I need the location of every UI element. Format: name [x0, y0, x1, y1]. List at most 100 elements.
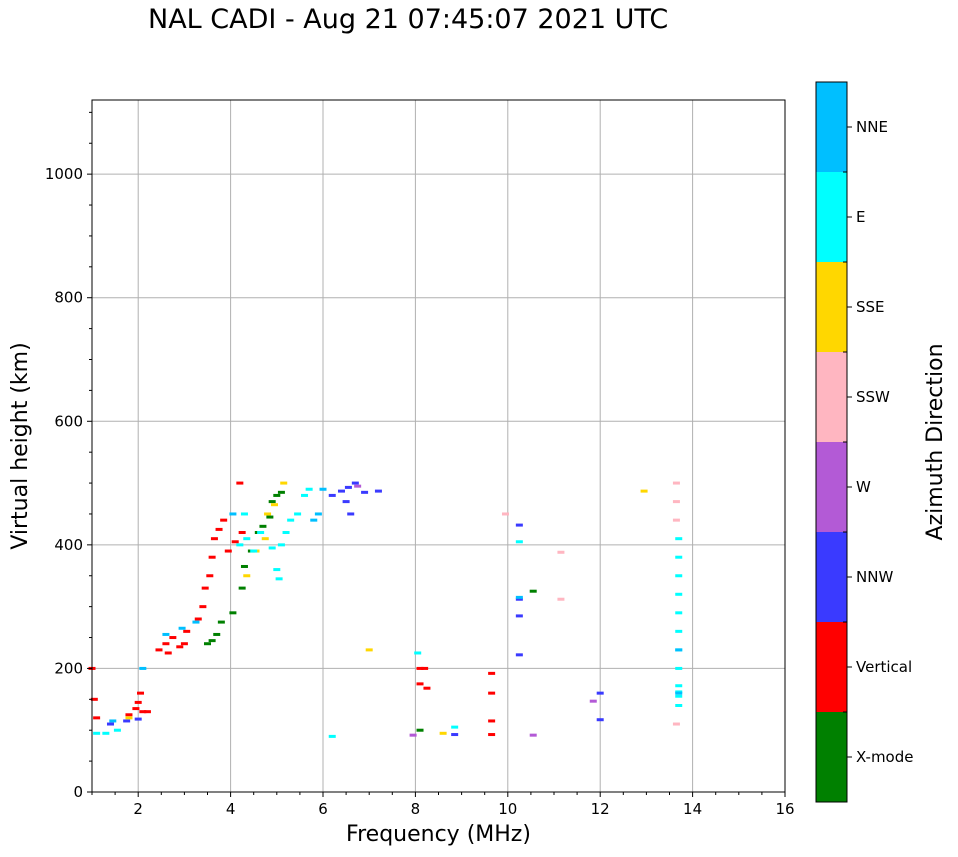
colorbar-label-x-mode: X-mode — [856, 748, 913, 766]
x-tick-label: 4 — [226, 800, 236, 818]
point-e — [515, 540, 523, 544]
point-vertical — [162, 642, 170, 646]
point-e — [675, 666, 683, 670]
point-vertical — [488, 671, 496, 675]
point-nnw — [515, 653, 523, 657]
point-vertical — [132, 707, 140, 711]
point-vertical — [164, 651, 172, 655]
point-sse — [125, 716, 133, 720]
point-vertical — [416, 666, 424, 670]
point-e — [675, 574, 683, 578]
colorbar-label-vertical: Vertical — [856, 658, 912, 676]
point-e — [257, 531, 265, 534]
point-x-mode — [416, 728, 424, 732]
point-nnw — [515, 523, 523, 527]
point-sse — [261, 537, 269, 541]
point-nnw — [123, 719, 131, 723]
y-tick-label: 800 — [54, 289, 83, 307]
point-vertical — [93, 716, 101, 720]
y-axis-ticks: 0 200 400 600 800 1000 — [45, 111, 92, 801]
point-ssw — [672, 518, 680, 522]
point-nne — [675, 691, 683, 695]
x-tick-label: 14 — [683, 800, 702, 818]
point-vertical — [201, 586, 209, 590]
point-vertical — [416, 682, 424, 686]
point-nnw — [596, 691, 604, 695]
point-e — [275, 577, 283, 581]
point-nnw — [351, 481, 359, 485]
x-axis-ticks: 2 4 6 8 10 12 14 16 — [91, 792, 795, 818]
x-axis-label: Frequency (MHz) — [346, 822, 531, 847]
point-nnw — [134, 717, 142, 721]
point-x-mode — [266, 515, 274, 519]
point-e — [414, 651, 422, 655]
point-nne — [310, 518, 318, 522]
colorbar-frame — [815, 81, 848, 803]
point-e — [250, 549, 258, 553]
point-sse — [640, 489, 648, 493]
point-ssw — [557, 550, 565, 554]
point-vertical — [183, 629, 191, 633]
point-vertical — [488, 733, 496, 737]
point-ssw — [557, 597, 565, 601]
point-x-mode — [208, 639, 216, 643]
colorbar-label-e: E — [856, 208, 865, 226]
x-tick-label: 6 — [318, 800, 328, 818]
point-e — [675, 629, 683, 633]
point-x-mode — [213, 632, 221, 636]
point-vertical — [125, 713, 133, 717]
point-vertical — [488, 719, 496, 723]
point-vertical — [231, 540, 239, 544]
colorbar-label-ssw: SSW — [856, 388, 890, 406]
point-vertical — [421, 666, 429, 670]
point-e — [675, 611, 683, 615]
point-vertical — [236, 481, 244, 485]
point-x-mode — [229, 611, 237, 615]
point-vertical — [488, 691, 496, 695]
point-x-mode — [238, 586, 246, 590]
point-e — [277, 543, 285, 547]
point-nne — [229, 512, 237, 516]
point-ssw — [672, 500, 680, 504]
point-e — [451, 725, 459, 729]
point-vertical — [224, 549, 232, 553]
point-e — [294, 512, 302, 516]
point-nnw — [106, 722, 114, 726]
point-e — [305, 487, 313, 491]
point-vertical — [180, 642, 188, 646]
colorbar-segment-nne — [816, 82, 847, 172]
point-x-mode — [259, 524, 267, 528]
point-nnw — [347, 512, 355, 516]
point-x-mode — [268, 500, 276, 504]
point-nne — [314, 512, 322, 516]
point-sse — [270, 503, 278, 507]
echo-points — [88, 481, 683, 738]
point-vertical — [210, 537, 218, 541]
point-vertical — [206, 574, 214, 578]
colorbar-segment-w — [816, 442, 847, 532]
point-nnw — [515, 597, 523, 601]
point-e — [113, 728, 121, 732]
point-x-mode — [217, 620, 225, 624]
point-vertical — [176, 645, 184, 649]
point-e — [675, 694, 683, 698]
colorbar-segment-sse — [816, 262, 847, 352]
point-vertical — [137, 691, 145, 695]
point-vertical — [155, 648, 163, 652]
point-e — [287, 518, 295, 522]
point-nne — [109, 719, 117, 723]
point-e — [675, 537, 683, 541]
colorbar-label-nnw: NNW — [856, 568, 893, 586]
point-e — [93, 731, 101, 735]
colorbar-segment-vertical — [816, 622, 847, 712]
point-e — [328, 734, 336, 738]
point-x-mode — [277, 490, 285, 494]
point-nne — [139, 666, 147, 670]
point-nnw — [344, 485, 352, 489]
point-e — [282, 531, 290, 534]
point-nne — [675, 648, 683, 652]
colorbar-label: Azimuth Direction — [923, 343, 948, 540]
point-e — [243, 537, 251, 541]
colorbar-label-nne: NNE — [856, 118, 888, 136]
